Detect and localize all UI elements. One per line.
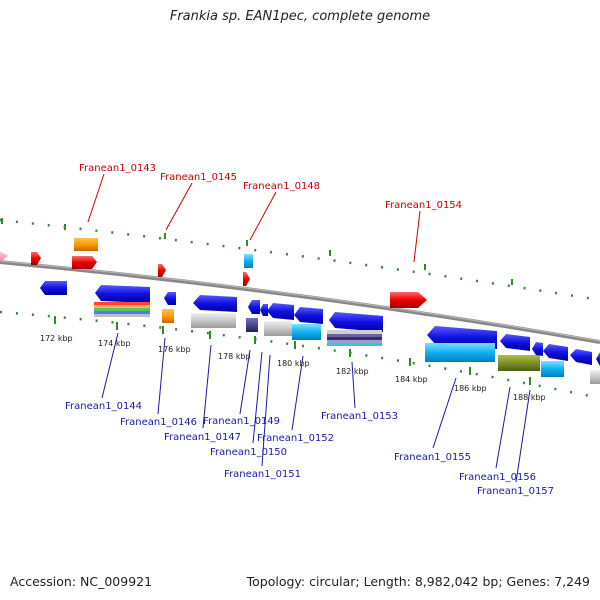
gene-label-franean1-0151: Franean1_0151	[224, 469, 301, 480]
gene-feature	[425, 343, 495, 362]
gene-feature	[264, 321, 292, 336]
gene-feature	[590, 370, 600, 384]
gene-feature	[390, 292, 427, 308]
gene-label-franean1-0156: Franean1_0156	[459, 472, 536, 483]
gene-feature	[532, 342, 543, 356]
gene-feature	[570, 349, 592, 365]
gene-feature	[498, 355, 540, 371]
gene-label-franean1-0154: Franean1_0154	[385, 200, 462, 211]
upper-major-ticks	[1, 218, 513, 285]
gene-label-franean1-0150: Franean1_0150	[210, 447, 287, 458]
gene-feature	[294, 307, 323, 324]
reverse-genes[interactable]	[40, 281, 600, 384]
tick-label: 174 kbp	[98, 339, 131, 348]
tick-label: 178 kbp	[218, 352, 251, 361]
top-label-leaders	[87, 173, 421, 263]
gene-label-franean1-0148: Franean1_0148	[243, 181, 320, 192]
lower-major-ticks	[54, 316, 531, 385]
bottom-label-leaders	[101, 332, 531, 483]
gene-feature	[191, 313, 236, 328]
map-title: Frankia sp. EAN1pec, complete genome	[169, 9, 431, 24]
gene-label-franean1-0144: Franean1_0144	[65, 401, 142, 412]
gene-feature	[500, 334, 530, 351]
gene-label-franean1-0149: Franean1_0149	[203, 416, 280, 427]
gene-label-franean1-0147: Franean1_0147	[164, 432, 241, 443]
gene-feature	[72, 256, 97, 269]
gene-label-franean1-0146: Franean1_0146	[120, 417, 197, 428]
gene-feature	[158, 264, 166, 277]
gene-feature	[246, 318, 258, 332]
tick-label: 184 kbp	[395, 375, 428, 384]
tick-label: 186 kbp	[454, 384, 487, 393]
forward-genes[interactable]	[0, 238, 427, 308]
gene-feature	[327, 330, 382, 346]
gene-feature	[248, 300, 260, 314]
bottom-labels[interactable]: Franean1_0144 Franean1_0146 Franean1_014…	[65, 401, 554, 497]
gene-feature	[541, 361, 564, 377]
gene-feature	[164, 292, 176, 305]
gene-feature	[543, 344, 568, 361]
gene-feature	[267, 303, 294, 320]
tick-label: 180 kbp	[277, 359, 310, 368]
accession-text: Accession: NC_009921	[10, 574, 153, 589]
tick-label: 176 kbp	[158, 345, 191, 354]
genome-backbone	[0, 260, 600, 344]
gene-label-franean1-0152: Franean1_0152	[257, 433, 334, 444]
gene-label-franean1-0153: Franean1_0153	[321, 411, 398, 422]
gene-label-franean1-0157: Franean1_0157	[477, 486, 554, 497]
top-labels[interactable]: Franean1_0143 Franean1_0145 Franean1_014…	[79, 163, 462, 211]
gene-feature	[244, 254, 253, 268]
gene-label-franean1-0155: Franean1_0155	[394, 452, 471, 463]
gene-label-franean1-0143: Franean1_0143	[79, 163, 156, 174]
gene-feature	[162, 309, 174, 323]
gene-feature	[260, 304, 268, 316]
genome-summary-text: Topology: circular; Length: 8,982,042 bp…	[246, 574, 590, 589]
gene-feature	[243, 272, 250, 286]
gene-feature	[94, 302, 150, 317]
gene-label-franean1-0145: Franean1_0145	[160, 172, 237, 183]
gene-feature	[292, 324, 321, 340]
gene-feature	[596, 352, 600, 366]
gene-feature	[95, 285, 150, 303]
gene-feature	[40, 281, 67, 295]
gene-feature	[74, 238, 98, 251]
gene-feature	[329, 312, 383, 332]
gene-feature	[193, 295, 237, 312]
gene-feature	[0, 251, 8, 262]
gene-feature	[31, 252, 41, 265]
tick-label: 172 kbp	[40, 334, 73, 343]
